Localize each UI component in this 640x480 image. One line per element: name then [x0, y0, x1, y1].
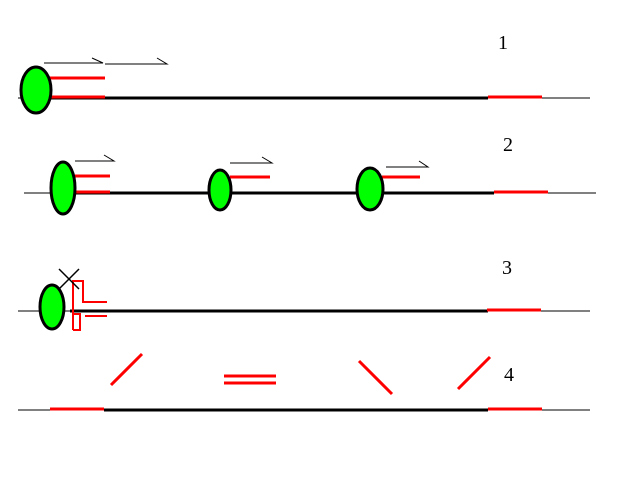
row-number-label: 1: [498, 32, 508, 54]
polymerase-enzyme: [49, 160, 77, 216]
direction-arrow: [230, 156, 274, 164]
row-number-label: 3: [502, 257, 512, 279]
polymerase-enzyme: [207, 168, 233, 212]
row-1: [18, 57, 590, 115]
free-primer-diagonal: [109, 352, 144, 387]
row-number-label: 2: [503, 134, 513, 156]
direction-arrow: [75, 154, 116, 162]
free-primer-diagonal: [357, 359, 394, 396]
cross-mark-icon: [58, 268, 80, 290]
primer-detached-fragment: [72, 280, 107, 331]
polymerase-enzyme: [19, 65, 53, 115]
direction-arrow: [386, 160, 430, 168]
row-4: [18, 352, 590, 412]
row-3: [18, 268, 590, 331]
row-number-label: 4: [504, 364, 514, 386]
polymerase-enzyme: [355, 166, 385, 212]
direction-arrow-1: [44, 57, 104, 64]
polymerase-enzyme: [38, 283, 66, 331]
free-primer-diagonal: [456, 355, 492, 391]
direction-arrow-2: [105, 57, 169, 65]
row-2: [24, 154, 596, 216]
